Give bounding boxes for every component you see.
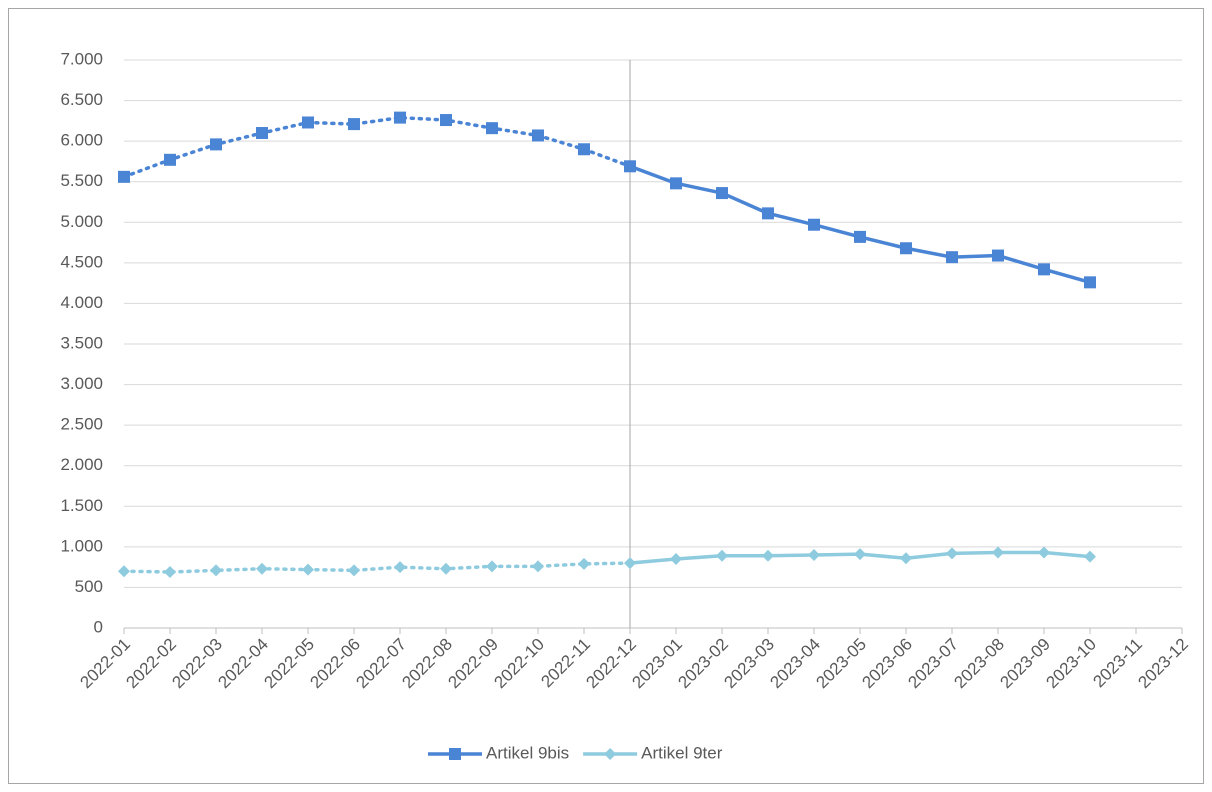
y-tick-label: 4.000: [60, 293, 103, 312]
marker: [256, 127, 268, 140]
series-line: [122, 115, 632, 179]
marker: [302, 116, 314, 129]
marker: [808, 548, 820, 561]
y-tick-label: 3.500: [60, 333, 103, 352]
marker: [578, 143, 590, 156]
marker: [394, 561, 406, 574]
y-tick-label: 500: [75, 577, 103, 596]
marker: [440, 562, 452, 575]
marker: [762, 549, 774, 562]
y-tick-label: 6.500: [60, 90, 103, 109]
marker: [604, 748, 617, 760]
marker: [1084, 550, 1096, 563]
marker: [532, 129, 544, 142]
y-tick-label: 1.500: [60, 496, 103, 515]
marker: [854, 230, 866, 243]
y-tick-label: 6.000: [60, 131, 103, 150]
marker: [486, 560, 498, 573]
marker: [210, 564, 222, 577]
marker: [164, 153, 176, 166]
marker: [348, 118, 360, 131]
chart-border: [8, 8, 1204, 784]
marker: [118, 565, 130, 578]
y-tick-label: 2.000: [60, 455, 103, 474]
marker: [440, 114, 452, 127]
marker: [900, 552, 912, 565]
marker: [164, 566, 176, 579]
y-tick-label: 4.500: [60, 252, 103, 271]
marker: [1038, 263, 1050, 276]
marker: [670, 553, 682, 566]
y-tick-label: 5.000: [60, 212, 103, 231]
marker: [394, 111, 406, 124]
marker: [210, 138, 222, 151]
y-tick-label: 5.500: [60, 171, 103, 190]
marker: [808, 218, 820, 231]
y-tick-label: 7.000: [60, 49, 103, 68]
marker: [716, 187, 728, 200]
y-tick-label: 2.500: [60, 415, 103, 434]
marker: [532, 560, 544, 573]
marker: [302, 563, 314, 576]
marker: [348, 564, 360, 577]
y-tick-label: 0: [94, 617, 103, 636]
marker: [716, 549, 728, 562]
marker: [1084, 276, 1096, 289]
marker: [256, 562, 268, 575]
marker: [946, 251, 958, 264]
marker: [449, 748, 461, 760]
marker: [762, 207, 774, 220]
legend-label: Artikel 9ter: [641, 743, 723, 762]
marker: [486, 122, 498, 135]
marker: [900, 242, 912, 255]
marker: [578, 557, 590, 570]
marker: [624, 557, 636, 570]
marker: [1038, 546, 1050, 559]
legend-label: Artikel 9bis: [486, 743, 569, 762]
marker: [118, 170, 130, 183]
marker: [854, 548, 866, 561]
marker: [992, 546, 1004, 559]
y-tick-label: 1.000: [60, 536, 103, 555]
marker: [670, 177, 682, 190]
marker: [624, 160, 636, 173]
y-tick-label: 3.000: [60, 374, 103, 393]
marker: [992, 249, 1004, 262]
marker: [946, 547, 958, 560]
